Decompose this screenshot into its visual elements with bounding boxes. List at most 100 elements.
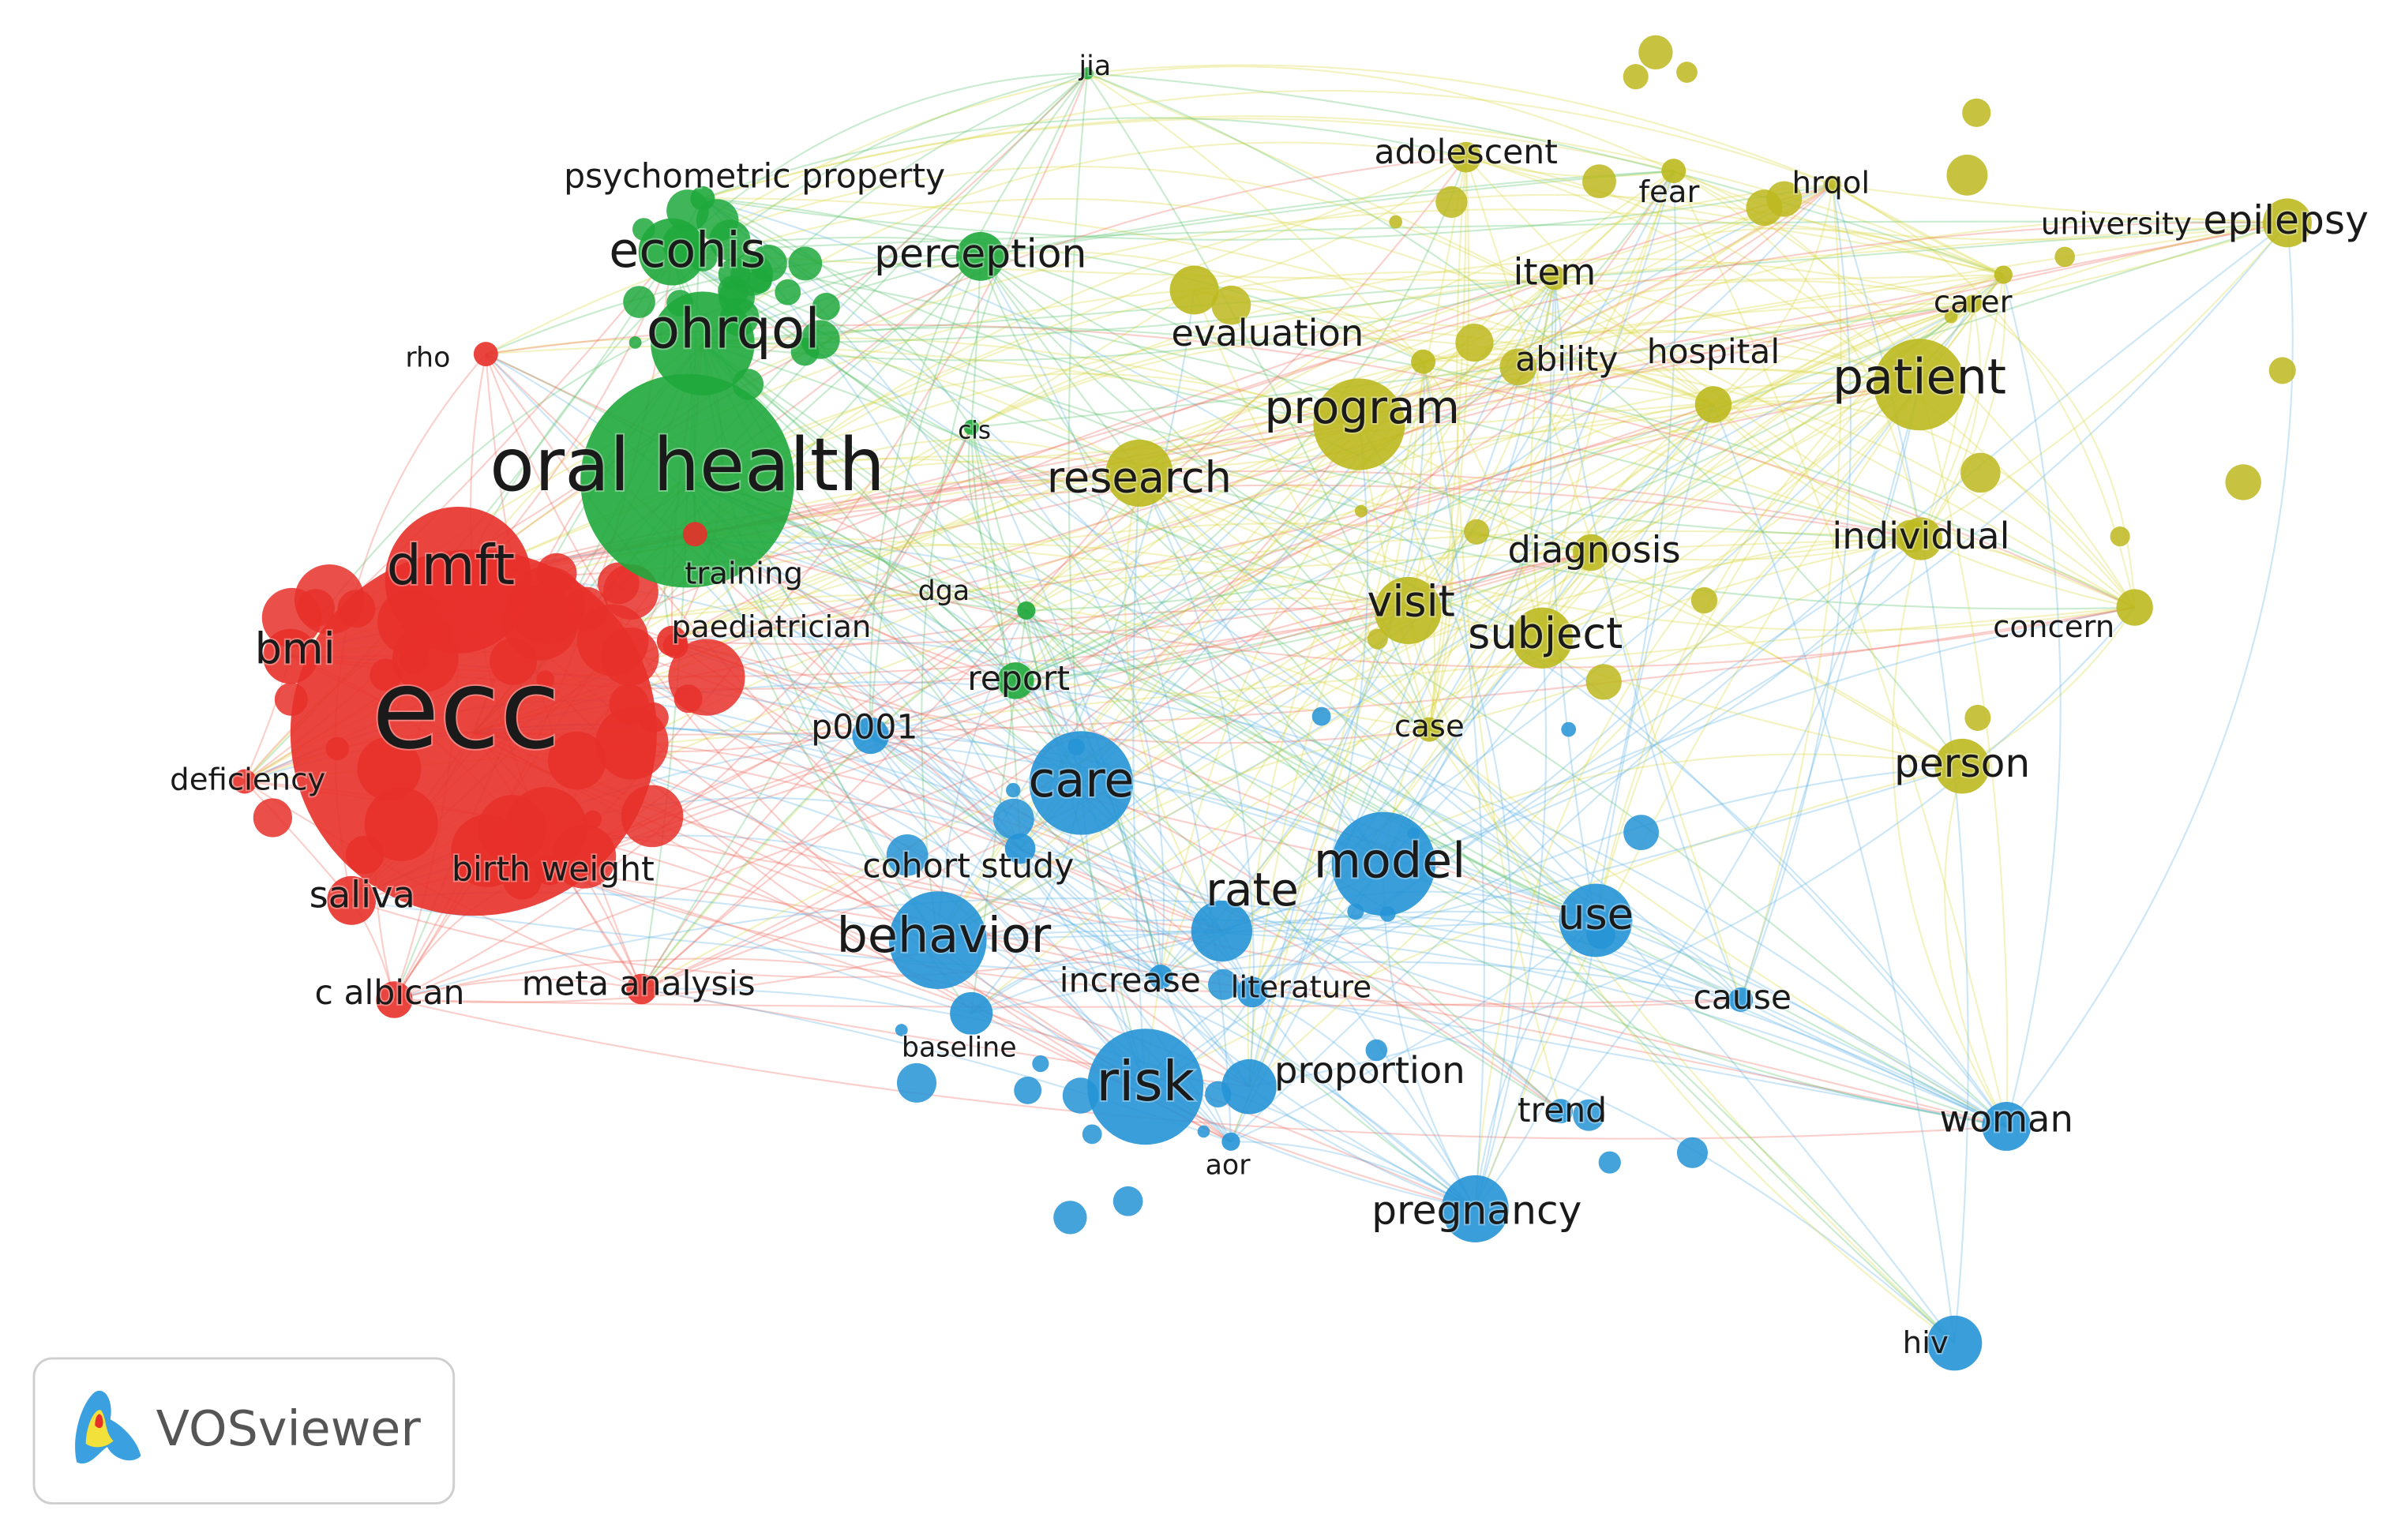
edge [694,533,1596,921]
logo-text: VOSviewer [156,1400,422,1457]
edge [980,170,1674,257]
node-label: paediatrician [671,609,871,645]
node [2116,589,2153,626]
node [1766,181,1803,217]
edge [1713,400,2136,609]
edge [672,551,1592,646]
node [1661,159,1687,184]
node-label: ohrqol [647,298,820,362]
node-label: saliva [310,873,415,916]
node-label: baseline [902,1032,1017,1063]
edge [671,523,1592,643]
edge [1144,170,1675,1087]
edge [1251,362,1424,993]
node-label: patient [1833,349,2006,406]
edge [1428,157,1467,730]
edge [970,329,1714,429]
edge [1067,73,1089,784]
node [997,662,1034,699]
node [1311,706,1331,726]
node [1441,1175,1509,1242]
edge [550,551,1592,871]
node [1548,1099,1574,1124]
edge [550,869,2007,1128]
edge [1465,156,1742,1000]
edge [2005,223,2294,1127]
labels: ecc dmft bmi deficiency saliva birth weight c … [168,49,2370,1362]
edge [1230,222,2288,1143]
edge [1423,329,1920,386]
node [473,342,498,367]
edge [1920,303,1981,540]
node-label: increase [1060,962,1201,1001]
edge [1474,384,1920,1209]
edge [1139,361,1424,474]
node [1105,439,1173,507]
edge [1474,920,1596,1209]
edge [967,427,1027,612]
edge [921,73,1089,941]
edge [1248,424,1369,1088]
edge [1739,184,1842,1000]
edge [1554,276,1920,386]
edge [1221,915,1742,1001]
edge [1087,72,2004,276]
node [1944,309,1958,324]
edge [1139,276,1555,474]
node-label: model [1314,833,1466,890]
edge [687,455,1963,767]
edge [1465,156,1674,178]
node-label: program [1264,380,1460,434]
node-label: rho [405,342,450,373]
node [1207,969,1239,1000]
edge [1428,384,1920,730]
edge [702,115,2004,276]
edge [694,533,1596,921]
node [1542,265,1567,290]
node [1823,175,1842,194]
node [896,1062,937,1103]
node-label: behavior [837,907,1052,964]
node [1017,601,1036,620]
node [886,834,929,876]
edge [937,939,1476,1210]
edge [1015,680,1430,731]
edge [870,184,1833,737]
node-label: p0001 [811,709,917,748]
edge [1428,157,1470,730]
node [1081,67,1094,80]
node [626,973,657,1005]
edge [473,273,2004,734]
edge [550,551,1592,871]
node [955,231,1005,281]
node-label: jia [1079,51,1112,82]
node [2263,198,2312,248]
node [1623,64,1649,90]
edge [351,899,1222,979]
edge [1919,303,1974,539]
edge [1541,302,1974,639]
edge [671,166,1714,406]
edge [1251,991,1956,1344]
edge [1086,72,2136,609]
node-label: ecc [372,646,561,774]
node [1728,987,1754,1012]
node [1221,1059,1277,1115]
edge [1739,184,1852,1000]
edge [1554,222,2288,279]
node [788,246,823,281]
edge [970,427,1017,681]
edge [1832,183,2288,224]
node [638,218,706,286]
node [1994,265,2013,284]
edge [869,73,1089,736]
edge [1423,361,1922,540]
node-label: bmi [255,624,336,673]
node [2054,246,2075,268]
edge [671,183,1833,643]
edge [1015,551,1592,682]
node [385,506,532,654]
edge [671,251,1956,1344]
node-label: psychometric property [564,158,945,197]
